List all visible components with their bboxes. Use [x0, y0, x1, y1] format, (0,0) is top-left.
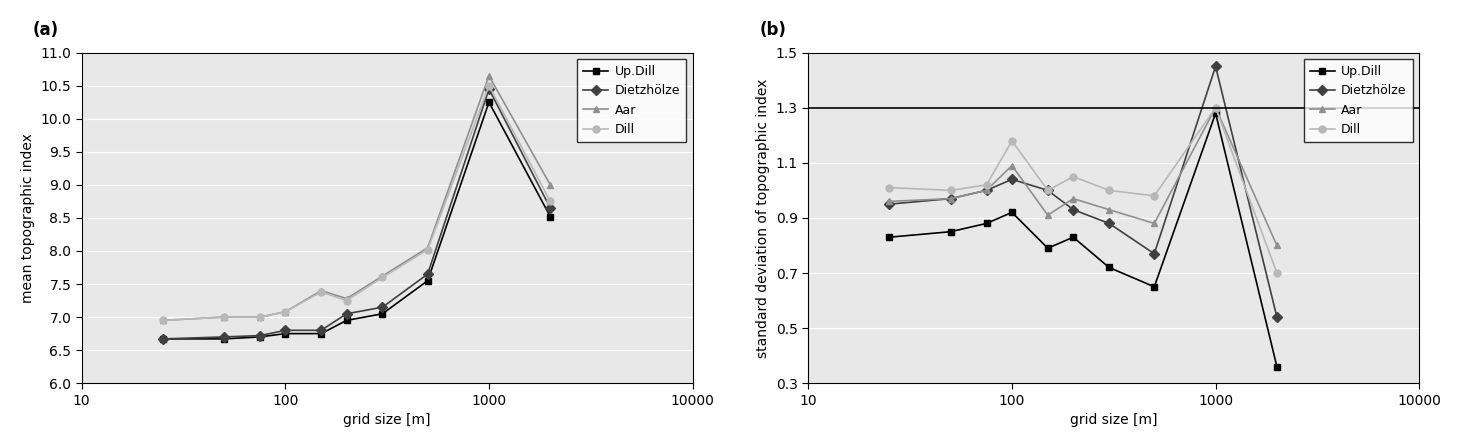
Aar	[313, 288, 330, 293]
Dietzhölze	[154, 336, 171, 341]
Legend: Up.Dill, Dietzhölze, Aar, Dill: Up.Dill, Dietzhölze, Aar, Dill	[577, 59, 686, 142]
Dill	[420, 247, 437, 252]
Up.Dill	[880, 234, 898, 240]
Dill	[978, 182, 996, 188]
Up.Dill	[480, 99, 497, 105]
Dill	[541, 199, 558, 204]
Dietzhölze	[374, 305, 392, 310]
Up.Dill	[1101, 265, 1118, 270]
Dietzhölze	[338, 311, 355, 316]
Dill	[880, 185, 898, 190]
Up.Dill	[541, 214, 558, 219]
Dill	[374, 275, 392, 280]
Dietzhölze	[1064, 207, 1082, 212]
Aar	[942, 196, 959, 201]
Up.Dill	[154, 336, 171, 341]
Aar	[880, 199, 898, 204]
Up.Dill	[374, 311, 392, 316]
Up.Dill	[1003, 210, 1020, 215]
Aar	[480, 73, 497, 78]
Text: (b): (b)	[759, 22, 787, 39]
Dill	[215, 314, 232, 320]
Line: Up.Dill: Up.Dill	[159, 99, 554, 342]
Line: Dietzhölze: Dietzhölze	[886, 63, 1281, 321]
Up.Dill	[215, 336, 232, 341]
Aar	[1003, 163, 1020, 168]
Dietzhölze	[313, 327, 330, 333]
Text: (a): (a)	[32, 22, 58, 39]
Aar	[541, 182, 558, 188]
Dietzhölze	[942, 196, 959, 201]
Aar	[1206, 105, 1224, 110]
Line: Dill: Dill	[159, 82, 554, 324]
Dietzhölze	[1206, 64, 1224, 69]
Aar	[338, 296, 355, 301]
Dill	[480, 83, 497, 88]
Up.Dill	[1064, 234, 1082, 240]
Aar	[1268, 243, 1285, 248]
Dill	[1039, 188, 1057, 193]
Aar	[978, 188, 996, 193]
Up.Dill	[1039, 246, 1057, 251]
Dietzhölze	[978, 188, 996, 193]
Dill	[1101, 188, 1118, 193]
Legend: Up.Dill, Dietzhölze, Aar, Dill: Up.Dill, Dietzhölze, Aar, Dill	[1304, 59, 1412, 142]
Y-axis label: mean topographic index: mean topographic index	[20, 133, 35, 303]
Line: Dietzhölze: Dietzhölze	[159, 86, 554, 342]
Up.Dill	[313, 331, 330, 336]
Aar	[374, 273, 392, 279]
Line: Aar: Aar	[886, 104, 1281, 249]
Up.Dill	[276, 331, 294, 336]
Dill	[1146, 193, 1164, 198]
Aar	[1064, 196, 1082, 201]
Dietzhölze	[1039, 188, 1057, 193]
Dietzhölze	[251, 333, 269, 338]
Aar	[215, 314, 232, 320]
Aar	[1039, 212, 1057, 218]
Aar	[251, 314, 269, 320]
X-axis label: grid size [m]: grid size [m]	[1070, 413, 1158, 427]
Dietzhölze	[541, 205, 558, 211]
Dietzhölze	[1146, 251, 1164, 256]
Up.Dill	[338, 318, 355, 323]
Dill	[276, 309, 294, 314]
X-axis label: grid size [m]: grid size [m]	[344, 413, 431, 427]
Dietzhölze	[1101, 221, 1118, 226]
Dill	[1206, 105, 1224, 110]
Aar	[1101, 207, 1118, 212]
Dill	[1268, 270, 1285, 276]
Line: Aar: Aar	[159, 72, 554, 324]
Up.Dill	[1146, 284, 1164, 289]
Aar	[420, 245, 437, 250]
Dill	[251, 314, 269, 320]
Dietzhölze	[1003, 177, 1020, 182]
Dill	[313, 289, 330, 295]
Dill	[1064, 174, 1082, 179]
Dietzhölze	[1268, 314, 1285, 320]
Up.Dill	[1206, 111, 1224, 116]
Up.Dill	[978, 221, 996, 226]
Dietzhölze	[276, 327, 294, 333]
Aar	[276, 309, 294, 314]
Line: Dill: Dill	[886, 104, 1281, 276]
Up.Dill	[942, 229, 959, 234]
Dietzhölze	[215, 334, 232, 340]
Up.Dill	[251, 334, 269, 340]
Up.Dill	[1268, 364, 1285, 369]
Dietzhölze	[420, 271, 437, 277]
Up.Dill	[420, 278, 437, 284]
Line: Up.Dill: Up.Dill	[886, 110, 1281, 370]
Aar	[154, 318, 171, 323]
Dietzhölze	[480, 86, 497, 92]
Dill	[154, 318, 171, 323]
Dill	[1003, 138, 1020, 143]
Dill	[942, 188, 959, 193]
Dill	[338, 298, 355, 303]
Dietzhölze	[880, 202, 898, 207]
Y-axis label: standard deviation of topographic index: standard deviation of topographic index	[756, 78, 770, 358]
Aar	[1146, 221, 1164, 226]
